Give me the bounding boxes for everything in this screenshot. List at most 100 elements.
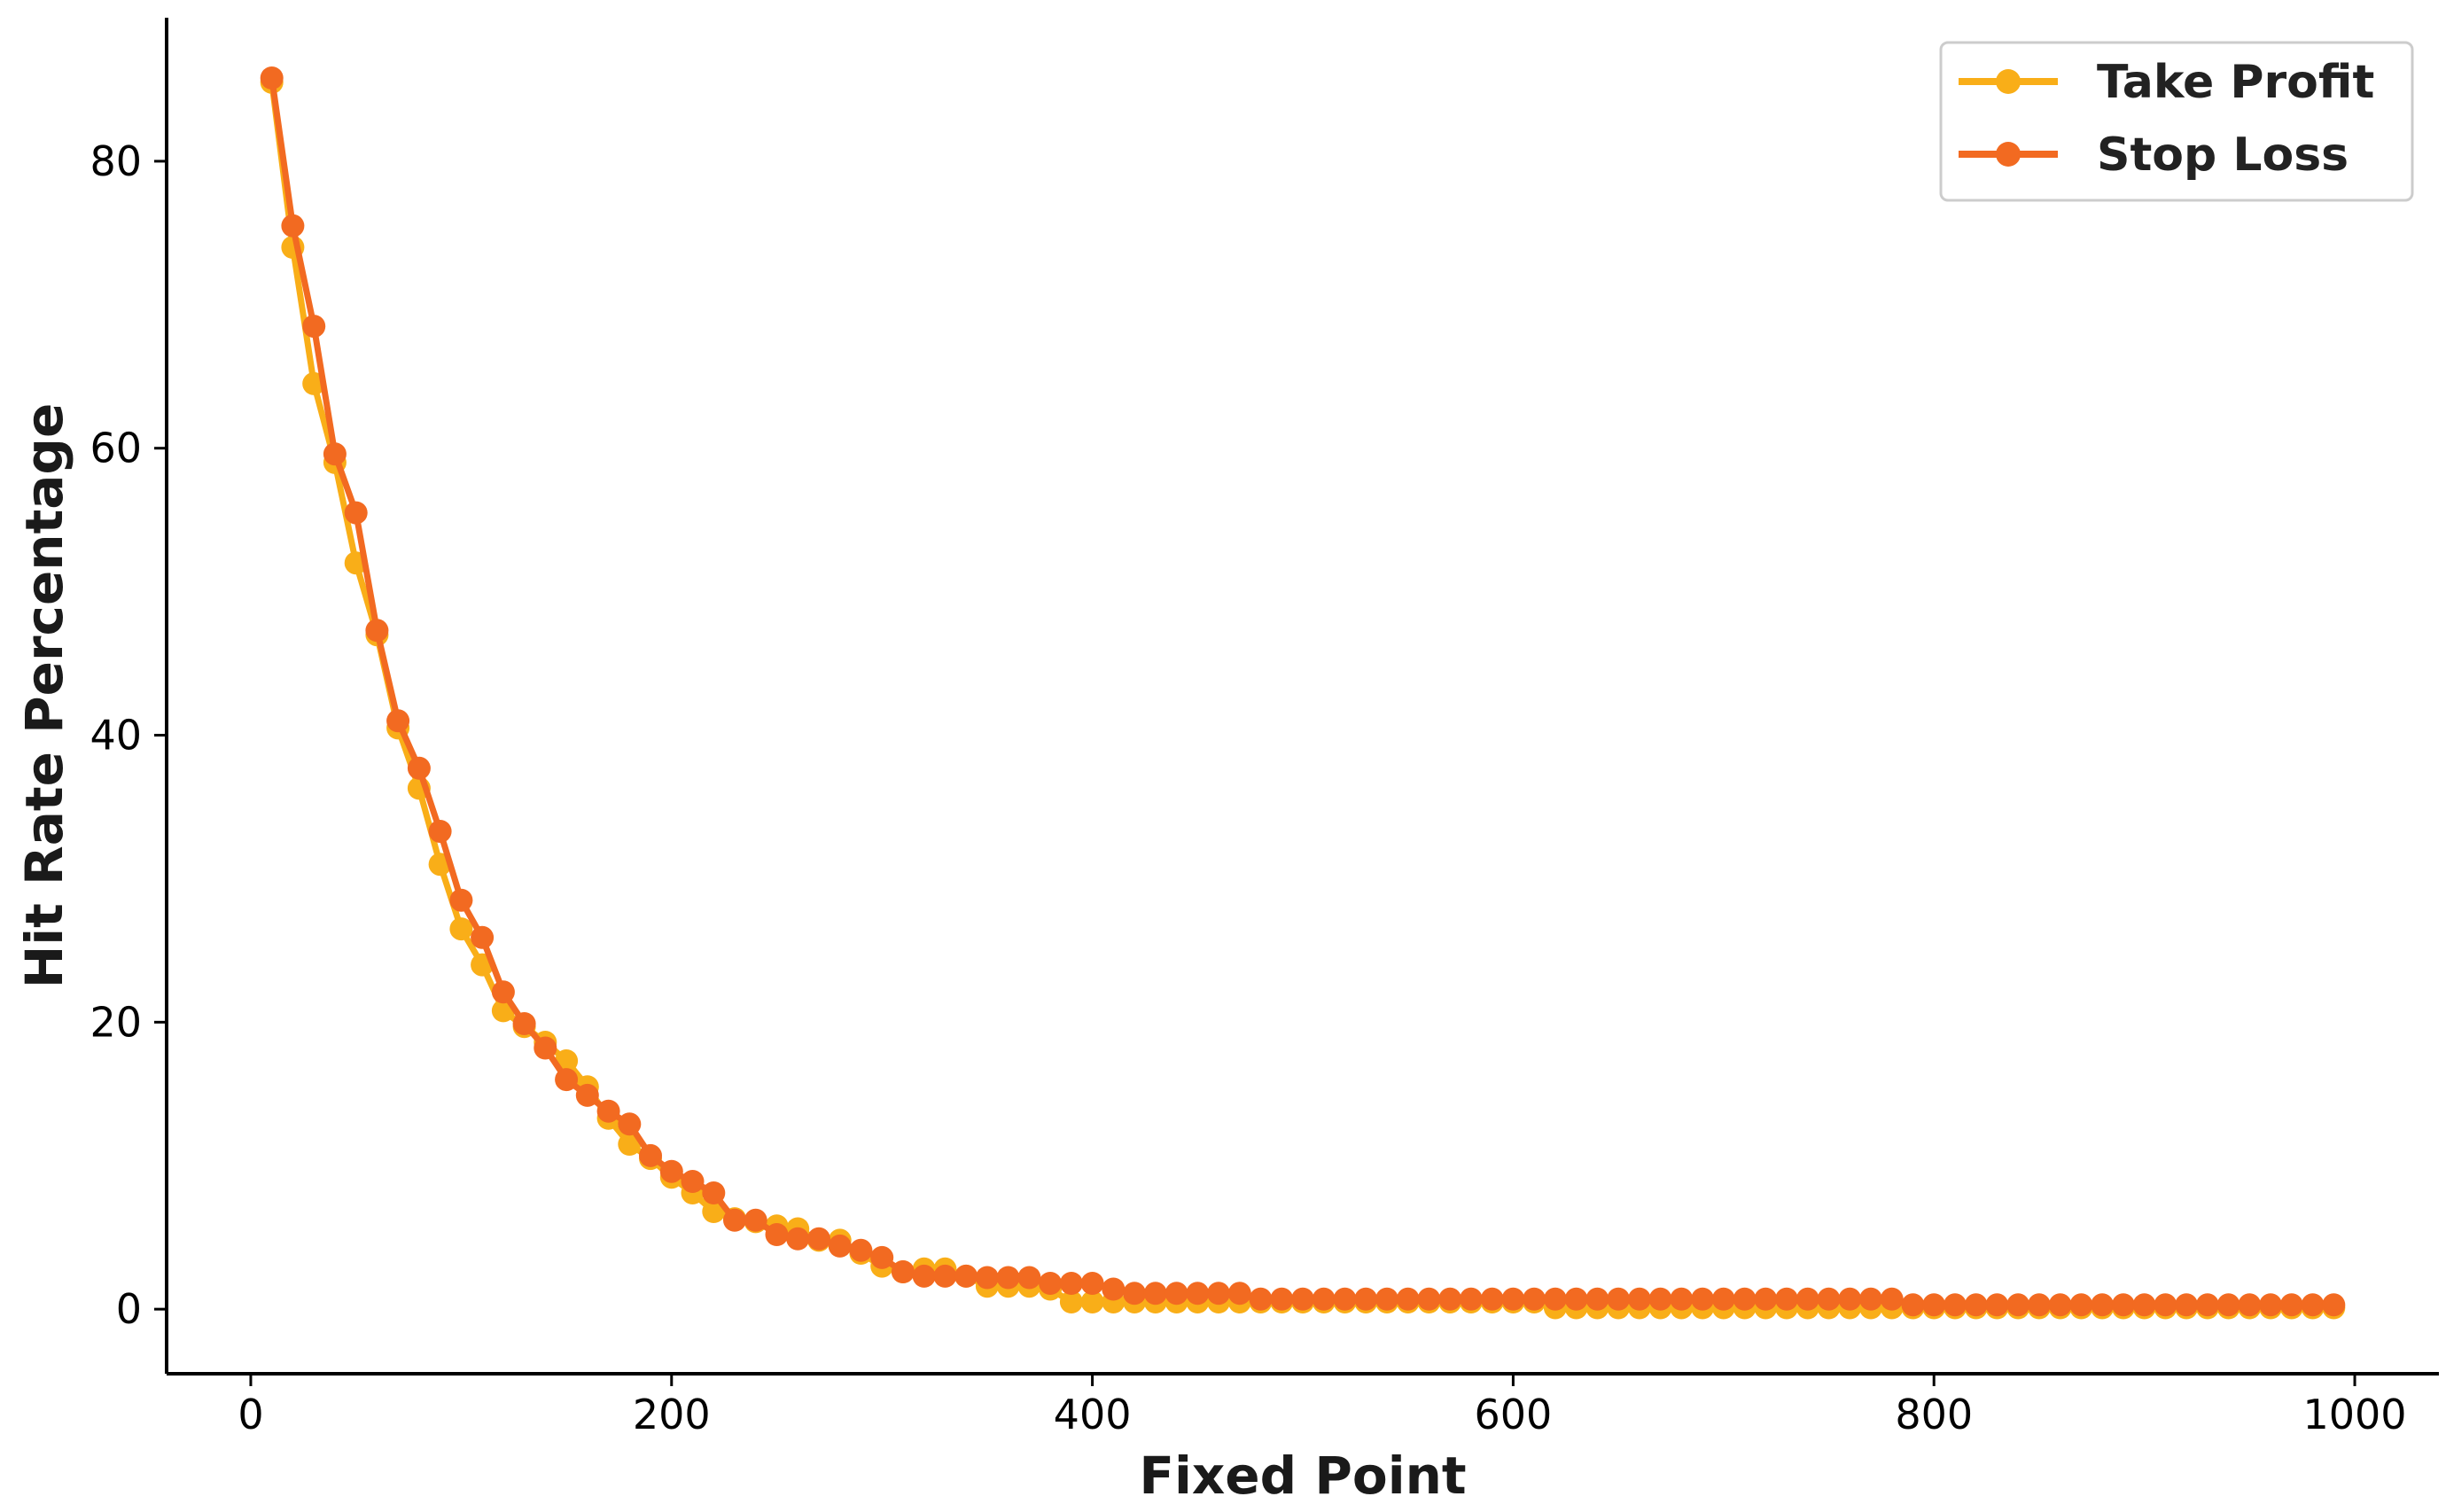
- data-point: [2301, 1293, 2325, 1317]
- data-point: [723, 1208, 746, 1232]
- data-point: [786, 1227, 810, 1251]
- data-point: [1859, 1287, 1882, 1311]
- legend-box: [1939, 41, 2414, 202]
- data-point: [1775, 1287, 1798, 1311]
- data-point: [1059, 1290, 1083, 1313]
- data-point: [2322, 1293, 2346, 1317]
- data-point: [386, 709, 410, 733]
- data-point: [1417, 1287, 1441, 1311]
- data-point: [1901, 1293, 1925, 1317]
- data-point: [954, 1264, 978, 1288]
- data-point: [281, 214, 305, 238]
- x-tick-label: 200: [633, 1391, 711, 1438]
- data-point: [1333, 1287, 1357, 1311]
- data-point: [534, 1036, 557, 1060]
- y-tick-label: 40: [90, 712, 142, 760]
- legend: Take Profit Stop Loss: [1939, 41, 2414, 202]
- data-point: [1396, 1287, 1420, 1311]
- y-tick-label: 80: [90, 137, 142, 185]
- data-point: [1249, 1287, 1273, 1311]
- data-point: [2091, 1293, 2115, 1317]
- x-tick-label: 0: [238, 1391, 263, 1438]
- data-point: [260, 66, 284, 90]
- data-point: [365, 619, 389, 643]
- x-tick-label: 600: [1475, 1391, 1553, 1438]
- data-point: [1922, 1293, 1946, 1317]
- data-point: [1838, 1287, 1862, 1311]
- series-line: [269, 77, 2334, 1308]
- data-point: [1523, 1287, 1546, 1311]
- data-point: [1080, 1290, 1104, 1313]
- legend-label: Stop Loss: [2097, 129, 2349, 182]
- data-point: [912, 1264, 936, 1288]
- data-point: [302, 315, 326, 339]
- data-point: [1733, 1287, 1757, 1311]
- data-point: [996, 1266, 1020, 1290]
- data-point: [1207, 1282, 1230, 1305]
- data-point: [1186, 1282, 1210, 1305]
- data-point: [1543, 1287, 1567, 1311]
- data-point: [891, 1260, 915, 1283]
- data-point: [1564, 1287, 1588, 1311]
- data-point: [323, 442, 347, 466]
- data-point: [1312, 1287, 1336, 1311]
- data-point: [596, 1099, 620, 1123]
- data-point: [1817, 1287, 1841, 1311]
- data-point: [807, 1227, 830, 1251]
- data-point: [1438, 1287, 1462, 1311]
- data-point: [1039, 1272, 1063, 1295]
- data-point: [1711, 1287, 1735, 1311]
- y-tick-label: 20: [90, 998, 142, 1046]
- data-point: [744, 1208, 767, 1232]
- data-point: [449, 888, 473, 912]
- data-point: [849, 1238, 873, 1262]
- x-tick-label: 800: [1895, 1391, 1973, 1438]
- data-point: [1165, 1282, 1188, 1305]
- data-point: [702, 1200, 726, 1223]
- data-point: [681, 1170, 705, 1193]
- y-axis-label: Hit Rate Percentage: [14, 403, 74, 989]
- x-tick-label: 400: [1054, 1391, 1132, 1438]
- data-point: [2006, 1293, 2030, 1317]
- x-tick-label: 1000: [2302, 1391, 2406, 1438]
- series-take-profit: [260, 70, 2346, 1320]
- data-point: [575, 1083, 599, 1107]
- axes: 0 200 400 600 800 1000 0 20 40 60 80: [90, 18, 2439, 1438]
- data-point: [639, 1143, 662, 1167]
- data-point: [2216, 1293, 2240, 1317]
- data-point: [870, 1245, 894, 1269]
- data-point: [1754, 1287, 1778, 1311]
- data-point: [2175, 1293, 2199, 1317]
- data-point: [1059, 1272, 1083, 1295]
- data-point: [1143, 1282, 1167, 1305]
- data-point: [1501, 1287, 1525, 1311]
- data-point: [2238, 1293, 2262, 1317]
- data-point: [618, 1112, 642, 1136]
- data-point: [1964, 1293, 1988, 1317]
- data-point: [2132, 1293, 2156, 1317]
- data-point: [975, 1266, 999, 1290]
- data-point: [1585, 1287, 1609, 1311]
- data-point: [471, 925, 495, 949]
- x-axis-label: Fixed Point: [1139, 1446, 1466, 1506]
- data-point: [1102, 1277, 1126, 1301]
- data-point: [344, 501, 368, 525]
- series-line: [269, 82, 2334, 1311]
- data-point: [449, 917, 473, 941]
- data-point: [1670, 1287, 1694, 1311]
- data-point: [1375, 1287, 1398, 1311]
- data-point: [1123, 1282, 1147, 1305]
- data-point: [2279, 1293, 2303, 1317]
- data-point: [2069, 1293, 2093, 1317]
- data-point: [1459, 1287, 1483, 1311]
- data-point: [2195, 1293, 2219, 1317]
- data-point: [1944, 1293, 1967, 1317]
- data-point: [1691, 1287, 1715, 1311]
- data-point: [512, 1012, 536, 1035]
- data-point: [1270, 1287, 1294, 1311]
- data-point: [1354, 1287, 1378, 1311]
- data-point: [1017, 1266, 1041, 1290]
- data-point: [1227, 1282, 1251, 1305]
- data-point: [618, 1133, 642, 1156]
